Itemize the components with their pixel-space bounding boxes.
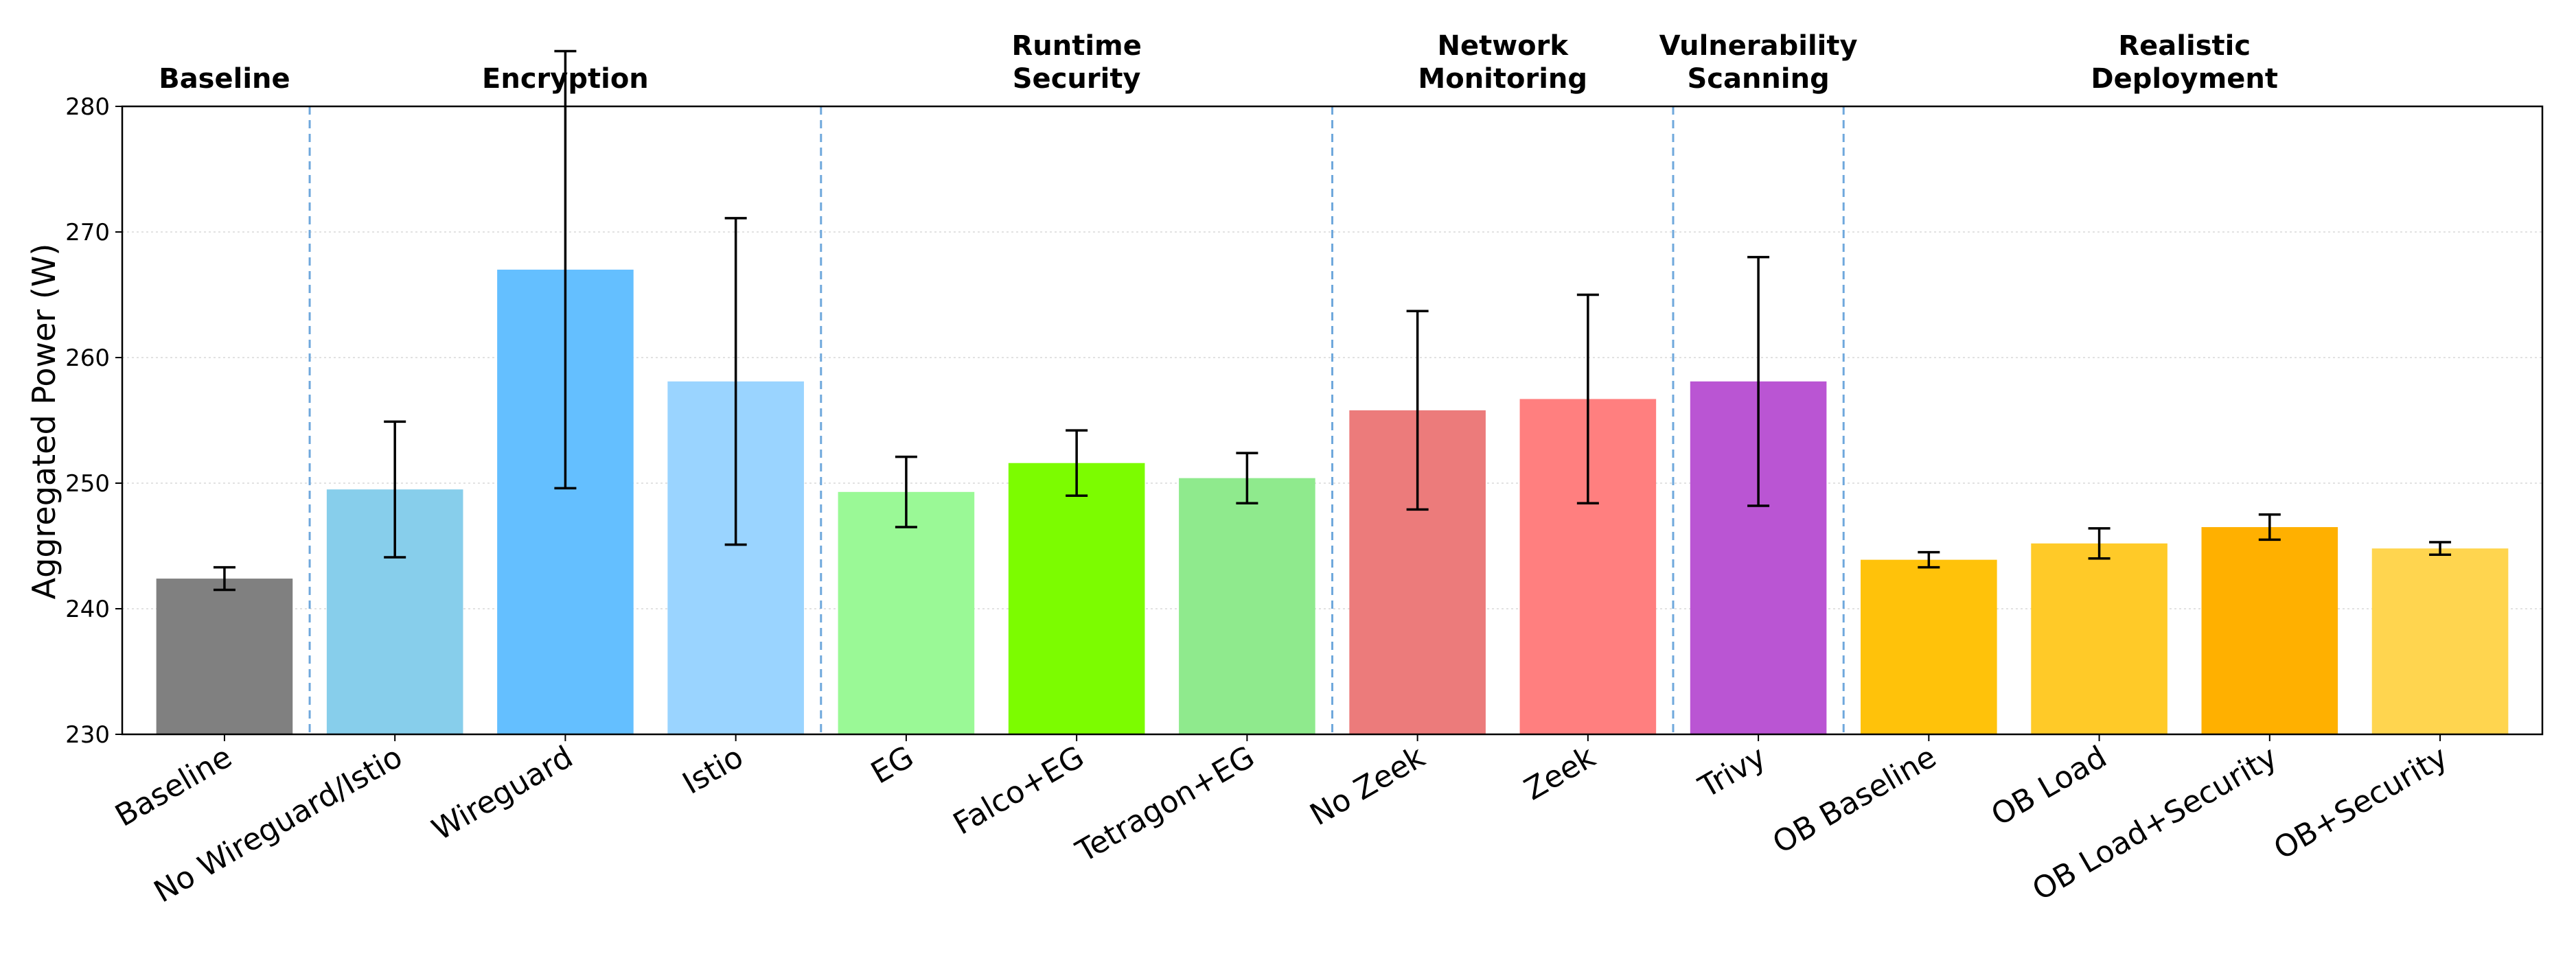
x-tick-label: OB Baseline [1767, 739, 1942, 861]
group-label: Encryption [482, 63, 649, 95]
error-bar-layer [213, 49, 2452, 592]
plot-frame [121, 105, 2544, 736]
x-tick-label: EG [865, 739, 919, 791]
x-tick-label: OB+Security [2268, 739, 2454, 866]
bar-6 [1008, 463, 1145, 734]
x-tick-label: OB Load [1986, 739, 2113, 832]
bar-14 [2371, 548, 2509, 734]
x-tick-label: Zeek [1519, 739, 1602, 807]
bar-layer [156, 269, 2509, 734]
y-tick-label: 250 [65, 470, 110, 498]
group-label: Baseline [159, 63, 290, 95]
bar-5 [838, 491, 975, 734]
group-label-layer: Baseline Encryption Runtime Security Network… [159, 30, 2278, 95]
x-tick-label: No Zeek [1304, 739, 1431, 832]
bar-12 [2031, 543, 2167, 734]
y-axis-label: Aggregated Power (W) [25, 244, 62, 600]
grid-layer [122, 106, 2542, 735]
bar-11 [1861, 559, 1997, 734]
bar-7 [1179, 478, 1315, 734]
group-separators [308, 106, 1845, 734]
y-tick-label: 260 [65, 345, 110, 372]
x-tick-label: Istio [677, 739, 749, 801]
y-tick-label: 230 [65, 721, 110, 749]
x-tick-label: Falco+EG [947, 739, 1090, 841]
x-tick-label: Tetragon+EG [1070, 739, 1261, 870]
y-tick-label: 270 [65, 219, 110, 246]
y-tick-label: 240 [65, 596, 110, 623]
x-tick-label: Baseline [109, 739, 238, 833]
group-label: Realistic Deployment [2091, 30, 2278, 95]
bar-1 [156, 579, 293, 734]
y-tick-label: 280 [65, 93, 110, 121]
x-tick-label: Wireguard [426, 739, 579, 848]
group-label: Network Monitoring [1418, 30, 1587, 95]
bar-13 [2201, 527, 2338, 734]
x-tick-label: Trivy [1692, 739, 1771, 805]
group-label: Runtime Security [1011, 30, 1141, 95]
group-label: Vulnerability Scanning [1659, 30, 1858, 95]
